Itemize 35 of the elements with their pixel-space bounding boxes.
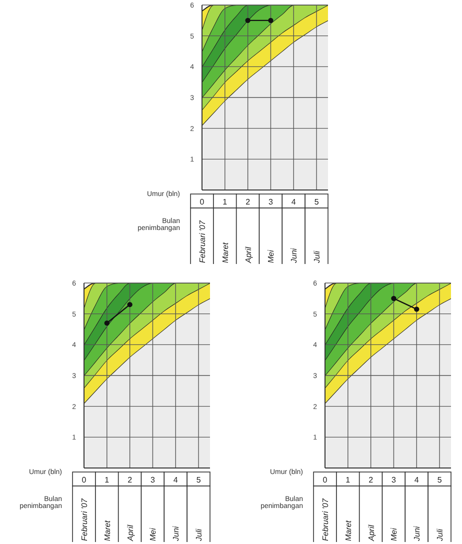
x-tick-label: 4 — [173, 476, 178, 484]
x-tick-label: 1 — [222, 198, 228, 206]
text: Juli — [436, 528, 445, 542]
x-tick-label: 0 — [200, 198, 205, 206]
text: Mei — [266, 250, 276, 263]
text: Juli — [194, 528, 204, 542]
text: Juni — [412, 526, 422, 542]
text: Februari '07 — [321, 498, 330, 541]
text: Februari '07 — [80, 498, 89, 541]
text: Juli — [312, 250, 322, 264]
x-tick-label: 3 — [150, 476, 156, 484]
x-tick-label: 3 — [392, 476, 396, 484]
x-tick-label: 4 — [414, 476, 420, 484]
x-tick-label: 2 — [246, 198, 251, 206]
x-tick-label: 2 — [128, 476, 133, 484]
x-tick-label: 5 — [196, 476, 202, 484]
text: April — [244, 246, 253, 264]
text: Maret — [344, 520, 353, 541]
text: Mei — [390, 528, 399, 541]
x-tick-label: 4 — [291, 198, 296, 206]
text: Maret — [102, 520, 112, 541]
x-tick-label: 3 — [268, 198, 274, 206]
text: April — [126, 524, 135, 542]
x-tick-label: 5 — [437, 476, 442, 484]
x-tick-label: 0 — [322, 476, 328, 484]
x-tick-label: 1 — [346, 476, 351, 484]
text: Juni — [172, 526, 181, 542]
x-tick-label: 2 — [368, 476, 374, 484]
text: April — [366, 524, 376, 542]
x-tick-label: 1 — [104, 476, 110, 484]
text: Maret — [220, 242, 230, 263]
text: Februari '07 — [198, 220, 207, 263]
text: Juni — [290, 248, 299, 264]
text: Mei — [148, 528, 158, 541]
x-tick-label: 0 — [82, 476, 87, 484]
